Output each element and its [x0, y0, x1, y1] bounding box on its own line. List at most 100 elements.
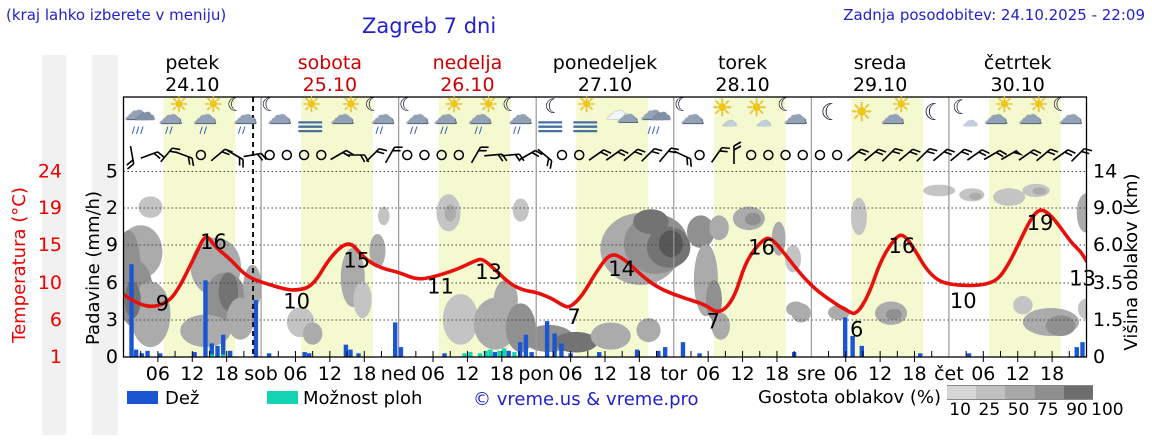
sun-cloud-icon: ☀ ☁: [329, 95, 365, 142]
barb-tick: [126, 163, 135, 170]
barb-tick: [376, 150, 385, 155]
barb-tick: [221, 151, 230, 156]
cloud-scale-tick-label: 50: [1007, 400, 1030, 420]
barb-tick: [912, 148, 921, 153]
rain-bar: [307, 353, 312, 357]
barb-tick: [961, 151, 970, 156]
rain-glyph: ∕∕: [165, 126, 174, 136]
barb-tick: [546, 158, 550, 167]
rain-bar: [966, 353, 972, 357]
cloudS-glyph: ☁: [962, 111, 979, 130]
barb-staff: [864, 148, 879, 162]
rain-bar: [203, 280, 208, 357]
sun-glyph: ☀: [891, 93, 912, 118]
wind-barb-icon: [605, 149, 629, 161]
rain-glyph: ∕∕: [199, 126, 209, 136]
barb-tick: [929, 147, 938, 152]
cloud-blob: [711, 312, 730, 340]
day-name-label: petek: [165, 52, 220, 74]
moon-cloud-rain-icon: ☾ ☁ ∕∕: [226, 96, 262, 142]
wind-calm-icon: [556, 149, 568, 161]
sun-glyph: ☀: [444, 93, 464, 118]
wind-calm-icon: [694, 149, 705, 161]
barb-staff: [605, 149, 622, 161]
precip-tick-label: 5: [106, 161, 118, 183]
wind-barb-icon: [710, 146, 731, 163]
barb-tick: [999, 149, 1008, 156]
moon-glyph: ☾: [226, 94, 244, 116]
cloudS-glyph: ☁: [755, 111, 772, 130]
shower-bar: [501, 348, 507, 357]
wind-barb-icon: [641, 147, 663, 162]
gridlines: [123, 171, 1087, 321]
temperature-label: 9: [156, 291, 169, 315]
cloud-scale-segment: [1063, 385, 1093, 400]
cloud-scale-segment: [947, 385, 977, 400]
temperature-label: 13: [475, 260, 502, 284]
barb-staff: [846, 148, 862, 162]
wind-calm-icon: [298, 149, 310, 161]
wind-calm-icon: [316, 149, 327, 161]
rain-bar: [442, 353, 447, 357]
credit-link[interactable]: © vreme.us & vreme.pro: [473, 389, 699, 410]
barb-staff: [470, 146, 482, 164]
cloud-scale-tick-label: 100: [1091, 400, 1124, 420]
barb-staff: [658, 147, 672, 163]
barb-tick: [345, 149, 354, 156]
cloudD-glyph: ☁: [433, 101, 458, 129]
cloud-blob: [658, 230, 683, 258]
barb-staff: [501, 153, 520, 157]
sun-glyph: ☀: [849, 98, 874, 128]
hour-label: 12: [1006, 363, 1030, 385]
wind-calm-icon: [453, 149, 465, 161]
cloudD-glyph: ☁: [267, 101, 292, 129]
cloudD-glyph: ☁: [370, 101, 395, 129]
hour-label: 06: [559, 363, 583, 385]
barb-tick: [719, 150, 728, 153]
hour-label: 18: [352, 363, 376, 385]
wind-barb-icon: [330, 149, 354, 161]
barb-tick: [926, 150, 935, 155]
cloud-blob: [850, 197, 867, 236]
barb-staff: [210, 148, 226, 162]
wind-calm-icon: [419, 149, 430, 161]
day-date-label: 26.10: [440, 74, 495, 96]
wind-barbs-row: [126, 141, 1093, 170]
barb-staff: [966, 149, 983, 161]
temperature-label: 10: [950, 289, 977, 313]
menu-hint-text: (kraj lahko izberete v meniju): [6, 6, 227, 24]
cloud-blob: [968, 192, 982, 200]
shower-bar: [497, 350, 502, 357]
cloud-scale-tick-label: 10: [949, 400, 971, 420]
wind-barb-icon: [846, 148, 870, 162]
wind-barb-icon: [658, 147, 680, 163]
hour-label: 12: [868, 363, 892, 385]
cloud-blob: [771, 221, 786, 256]
day-name-label: nedelja: [432, 52, 503, 74]
wind-barb-icon: [1070, 147, 1093, 162]
day-date-label: 29.10: [852, 74, 908, 96]
moon-cloud-icon: ☾ ☁: [260, 96, 296, 142]
cloud-blob: [138, 196, 163, 218]
cloud-blob: [744, 212, 761, 226]
rain-bar: [129, 264, 134, 357]
barb-tick: [153, 152, 161, 160]
wind-barb-icon: [916, 147, 938, 162]
rain-bar: [662, 347, 668, 357]
cloud-blob: [1076, 193, 1087, 233]
rain-bar: [1080, 342, 1085, 357]
sun-glyph: ☀: [1028, 93, 1049, 118]
temperature-label: 13: [1069, 267, 1096, 291]
cloudD-glyph: ☁: [1058, 101, 1083, 129]
moon-glyph: ☾: [952, 95, 971, 119]
cloud-blob: [1013, 295, 1033, 315]
barb-tick: [909, 151, 918, 156]
barb-tick: [617, 151, 626, 157]
wind-calm-icon: [763, 149, 774, 161]
barb-tick: [686, 157, 689, 166]
wind-barb-icon: [881, 147, 904, 162]
moon-cloud-icon: ☾ ☁: [776, 96, 812, 142]
cloud-blob: [1077, 298, 1087, 320]
temperature-label: 14: [608, 257, 635, 281]
